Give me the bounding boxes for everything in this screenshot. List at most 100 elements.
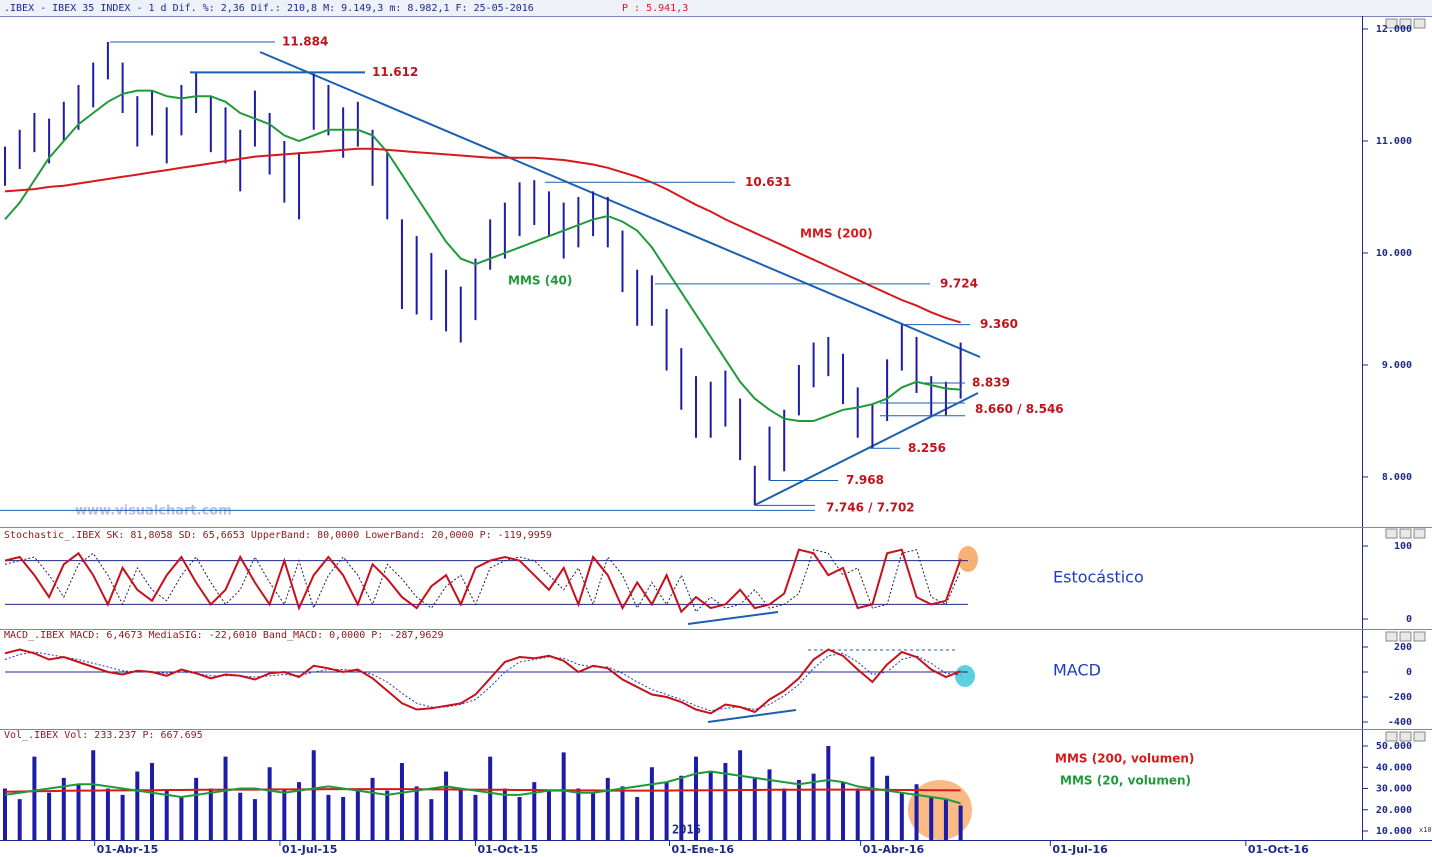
y-tick-label: 8.000	[1382, 472, 1412, 483]
header: .IBEX - IBEX 35 INDEX - 1 d Dif. %: 2,36…	[4, 3, 534, 14]
volume-bar	[76, 784, 81, 840]
y-tick-label: 10.000	[1376, 248, 1412, 259]
window-button	[1399, 731, 1412, 742]
volume-bar	[841, 782, 846, 840]
watermark: www.visualchart.com	[75, 504, 232, 519]
volume-bar	[429, 799, 434, 840]
level-label: 7.968	[846, 473, 884, 487]
volume-bar	[488, 756, 493, 840]
series-name: MMS (200)	[800, 227, 873, 241]
volume-bar	[326, 794, 331, 840]
volume-bar	[267, 767, 272, 840]
volume-bar	[385, 790, 390, 840]
window-button	[1399, 631, 1412, 642]
y-tick-label: 100	[1394, 541, 1412, 552]
divergence-line	[707, 709, 797, 723]
volume-bar	[561, 752, 566, 840]
level-label: 9.360	[980, 317, 1018, 331]
volume-bar	[370, 777, 375, 840]
panel-label: Estocástico	[1053, 568, 1144, 587]
volume-bar	[47, 792, 52, 840]
x-tick-label: 01-Jul-15	[282, 843, 337, 856]
series-name: MMS (200, volumen)	[1055, 752, 1194, 766]
volume-bar	[17, 799, 22, 840]
volume-bar	[135, 771, 140, 840]
level-label: 11.612	[372, 65, 418, 79]
multiplier: x10	[1419, 826, 1432, 834]
volume-bar	[179, 797, 184, 840]
volume-bar	[796, 780, 801, 840]
header-extra: P : 5.941,3	[622, 3, 688, 14]
volume-bar	[120, 794, 125, 840]
y-tick-label: 11.000	[1376, 136, 1412, 147]
volume-bar	[605, 777, 610, 840]
series-name: MMS (20, volumen)	[1060, 774, 1191, 788]
volume-bar	[414, 786, 419, 840]
volume-bar	[635, 797, 640, 840]
volume-bar	[649, 767, 654, 840]
y-tick-label: 30.000	[1376, 784, 1412, 795]
level-label: 7.746 / 7.702	[826, 500, 915, 514]
volume-bar	[620, 786, 625, 840]
volume-bar	[870, 756, 875, 840]
window-button	[1385, 18, 1398, 29]
window-button	[1413, 528, 1426, 539]
volume-bar	[708, 771, 713, 840]
trend-line	[259, 51, 981, 358]
highlight	[955, 665, 975, 687]
volume-bar	[223, 756, 228, 840]
volume-bar	[473, 794, 478, 840]
y-tick-label: 0	[1406, 667, 1412, 678]
window-button	[1413, 631, 1426, 642]
volume-bar	[546, 790, 551, 840]
y-tick-label: 12.000	[1376, 24, 1412, 35]
y-tick-label: -400	[1388, 717, 1412, 728]
volume-bar	[738, 750, 743, 840]
window-buttons	[1385, 18, 1426, 742]
y-tick-label: 40.000	[1376, 762, 1412, 773]
y-tick-label: 0	[1406, 614, 1412, 625]
moving-average	[4, 147, 961, 324]
volume-bar	[693, 756, 698, 840]
moving-average	[4, 89, 961, 422]
divergence-line	[687, 611, 779, 625]
volume-bar	[517, 797, 522, 840]
volume-bar	[32, 756, 37, 840]
volume-bar	[767, 769, 772, 840]
signal-line	[4, 651, 961, 712]
volume-bar	[855, 788, 860, 840]
volume-bar	[591, 792, 596, 840]
y-tick-label: -200	[1388, 692, 1412, 703]
volume-bar	[679, 775, 684, 840]
trend-line	[754, 392, 979, 506]
y-tick-label: 50.000	[1376, 741, 1412, 752]
x-tick-label: 01-Ene-16	[672, 843, 735, 856]
volume-bar	[811, 773, 816, 840]
volume-bar	[150, 763, 155, 840]
volume-bar	[664, 782, 669, 840]
volume-bar	[782, 788, 787, 840]
volume-bar	[61, 777, 66, 840]
volume-bar	[355, 788, 360, 840]
volume-bar	[899, 792, 904, 840]
x-tick-label: 01-Oct-16	[1248, 843, 1309, 856]
level-label: 11.884	[282, 34, 328, 48]
y-tick-label: 20.000	[1376, 805, 1412, 816]
volume-bar	[164, 790, 169, 840]
year-label: 2016	[672, 823, 701, 837]
panel-header: Stochastic_.IBEX SK: 81,8058 SD: 65,6653…	[4, 530, 552, 541]
window-button	[1413, 731, 1426, 742]
volume-bar	[502, 788, 507, 840]
panel-label: MACD	[1053, 661, 1101, 680]
panel-header: Vol_.IBEX Vol: 233.237 P: 667.695	[4, 730, 203, 741]
volume-bar	[282, 788, 287, 840]
panel-header: MACD_.IBEX MACD: 6,4673 MediaSIG: -22,60…	[4, 630, 444, 641]
x-tick-label: 01-Abr-16	[863, 843, 925, 856]
volume-bar	[194, 777, 199, 840]
volume-bar	[238, 792, 243, 840]
level-label: 8.256	[908, 441, 946, 455]
volume-bar	[826, 746, 831, 840]
window-button	[1413, 18, 1426, 29]
